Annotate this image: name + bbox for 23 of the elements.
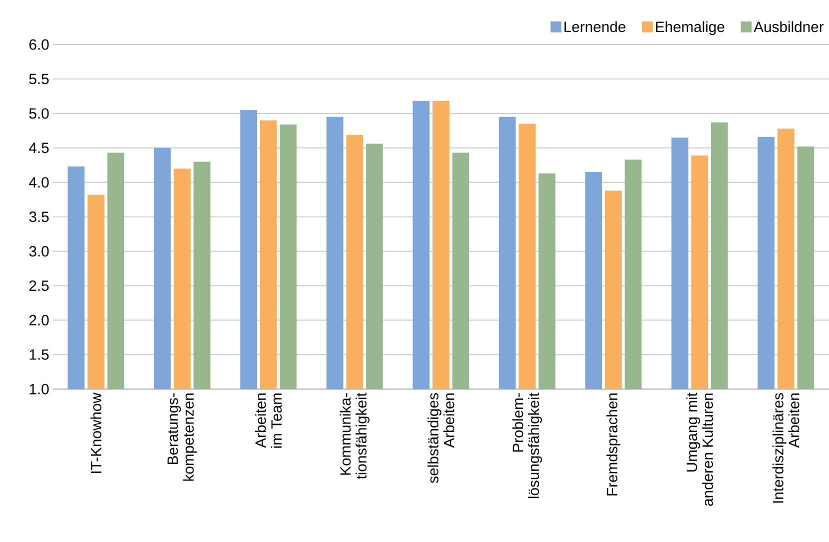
legend-label: Ausbildner <box>754 21 824 32</box>
x-tick-label: Kommunika- tionsfähigkeit <box>340 392 370 480</box>
y-tick-label: 2.5 <box>29 280 49 292</box>
x-tick-label: IT-Knowhow <box>90 392 102 474</box>
y-tick-label: 1.0 <box>30 384 49 395</box>
x-tick-label: Interdisziplinäres Arbeiten <box>772 393 800 503</box>
y-tick-label: 3.5 <box>29 212 49 222</box>
x-tick-label: Fremdsprachen <box>606 394 620 496</box>
y-tick-label: 5.0 <box>29 108 49 119</box>
y-tick-label: 2.0 <box>29 315 49 326</box>
y-tick-label: 1.5 <box>30 350 49 360</box>
x-tick-label: Arbeiten im Team <box>255 394 282 448</box>
y-tick-label: 4.5 <box>29 142 49 154</box>
y-tick-label: 5.5 <box>29 74 49 84</box>
y-tick-label: 4.0 <box>29 177 49 188</box>
x-tick-label: Umgang mit anderen Kulturen <box>686 392 713 506</box>
legend-label: Ehemalige <box>656 21 724 36</box>
x-tick-label: Beratungs- kompetenzen <box>168 393 197 481</box>
legend-label: Lernende <box>564 21 626 32</box>
y-tick-label: 3.0 <box>29 246 49 257</box>
x-tick-label: selbständiges Arbeiten <box>428 393 454 484</box>
x-tick-label: Problem- lösungsfähigkeit <box>512 392 542 498</box>
y-tick-label: 6.0 <box>29 40 49 50</box>
